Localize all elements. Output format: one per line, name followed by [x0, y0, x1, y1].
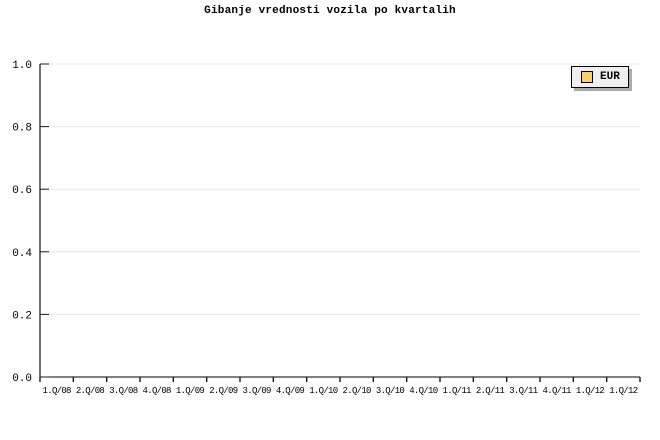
svg-text:1.0: 1.0	[12, 60, 32, 72]
svg-text:4.Q/10: 4.Q/10	[409, 386, 438, 396]
svg-text:2.Q/08: 2.Q/08	[76, 386, 105, 396]
svg-text:3.Q/08: 3.Q/08	[109, 386, 138, 396]
svg-text:2.Q/10: 2.Q/10	[343, 386, 372, 396]
svg-text:4.Q/11: 4.Q/11	[543, 386, 572, 396]
svg-text:1.Q/08: 1.Q/08	[43, 386, 72, 396]
svg-text:0.6: 0.6	[12, 185, 32, 197]
svg-text:2.Q/09: 2.Q/09	[209, 386, 238, 396]
svg-text:1.Q/10: 1.Q/10	[309, 386, 338, 396]
svg-text:0.4: 0.4	[12, 248, 32, 260]
svg-text:0.8: 0.8	[12, 123, 32, 135]
svg-text:3.Q/09: 3.Q/09	[243, 386, 272, 396]
svg-text:1.Q/12: 1.Q/12	[609, 386, 638, 396]
svg-text:1.Q/11: 1.Q/11	[443, 386, 472, 396]
svg-text:3.Q/10: 3.Q/10	[376, 386, 405, 396]
svg-text:1.Q/09: 1.Q/09	[176, 386, 205, 396]
svg-text:2.Q/11: 2.Q/11	[476, 386, 505, 396]
svg-text:4.Q/08: 4.Q/08	[143, 386, 172, 396]
svg-text:0.2: 0.2	[12, 310, 32, 322]
svg-text:1.Q/12: 1.Q/12	[576, 386, 605, 396]
svg-text:3.Q/11: 3.Q/11	[509, 386, 538, 396]
svg-text:4.Q/09: 4.Q/09	[276, 386, 305, 396]
svg-text:0.0: 0.0	[12, 373, 32, 385]
